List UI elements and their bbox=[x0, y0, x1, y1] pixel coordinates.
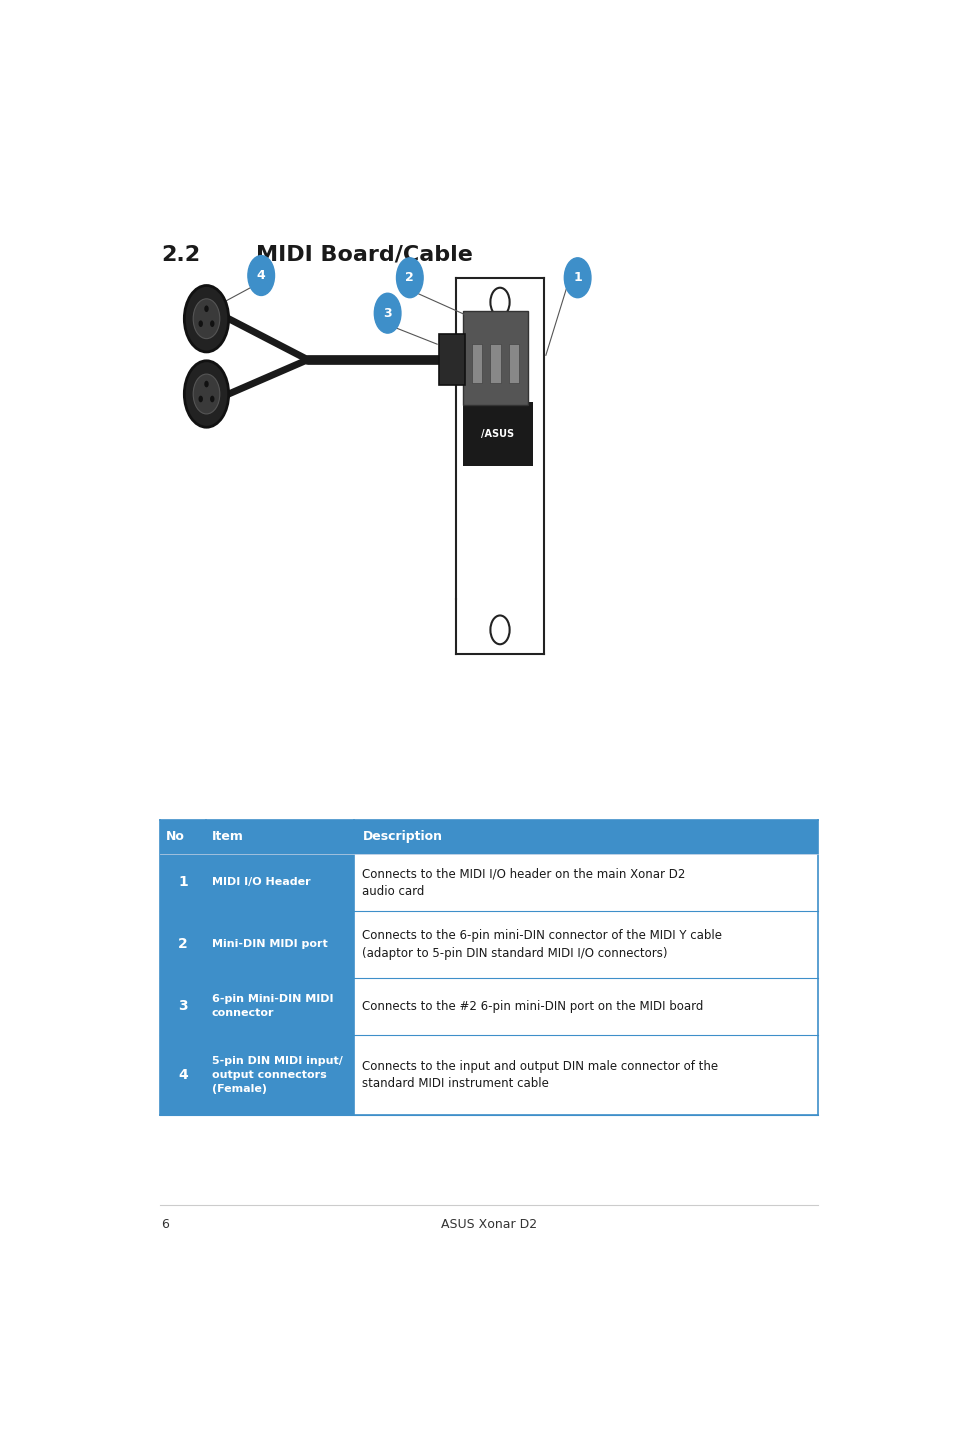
Text: 3: 3 bbox=[178, 999, 188, 1014]
Text: 2: 2 bbox=[405, 272, 414, 285]
Circle shape bbox=[193, 299, 219, 338]
Text: 4: 4 bbox=[256, 269, 265, 282]
Bar bbox=[472, 344, 482, 383]
Text: 5-pin DIN MIDI input/
output connectors
(Female): 5-pin DIN MIDI input/ output connectors … bbox=[212, 1055, 342, 1094]
Text: 2: 2 bbox=[178, 938, 188, 952]
FancyBboxPatch shape bbox=[206, 1035, 354, 1114]
Text: Item: Item bbox=[212, 830, 243, 844]
Text: 2.2: 2.2 bbox=[161, 244, 200, 265]
Circle shape bbox=[564, 257, 590, 298]
Text: 1: 1 bbox=[573, 272, 581, 285]
Circle shape bbox=[204, 381, 209, 387]
Circle shape bbox=[184, 361, 229, 427]
Circle shape bbox=[374, 293, 400, 334]
Text: Connects to the 6-pin mini-DIN connector of the MIDI Y cable
(adaptor to 5-pin D: Connects to the 6-pin mini-DIN connector… bbox=[362, 929, 721, 959]
Circle shape bbox=[210, 321, 214, 326]
Circle shape bbox=[184, 286, 229, 352]
Circle shape bbox=[193, 374, 219, 414]
FancyBboxPatch shape bbox=[206, 978, 354, 1035]
FancyBboxPatch shape bbox=[462, 401, 533, 466]
Bar bbox=[508, 344, 518, 383]
FancyBboxPatch shape bbox=[206, 854, 354, 912]
Text: 4: 4 bbox=[178, 1068, 188, 1081]
Text: Connects to the #2 6-pin mini-DIN port on the MIDI board: Connects to the #2 6-pin mini-DIN port o… bbox=[362, 999, 703, 1012]
FancyBboxPatch shape bbox=[160, 912, 206, 978]
Text: /ASUS: /ASUS bbox=[480, 429, 514, 439]
Text: Connects to the MIDI I/O header on the main Xonar D2
audio card: Connects to the MIDI I/O header on the m… bbox=[362, 867, 685, 897]
Circle shape bbox=[198, 395, 203, 403]
FancyBboxPatch shape bbox=[160, 912, 817, 978]
Text: Mini-DIN MIDI port: Mini-DIN MIDI port bbox=[212, 939, 327, 949]
Text: 1: 1 bbox=[178, 876, 188, 889]
FancyBboxPatch shape bbox=[206, 912, 354, 978]
FancyBboxPatch shape bbox=[160, 1035, 206, 1114]
Text: Connects to the input and output DIN male connector of the
standard MIDI instrum: Connects to the input and output DIN mal… bbox=[362, 1060, 718, 1090]
Text: ASUS Xonar D2: ASUS Xonar D2 bbox=[440, 1218, 537, 1231]
Circle shape bbox=[210, 395, 214, 403]
Text: 3: 3 bbox=[383, 306, 392, 319]
Text: MIDI Board/Cable: MIDI Board/Cable bbox=[255, 244, 473, 265]
FancyBboxPatch shape bbox=[160, 978, 206, 1035]
Text: MIDI I/O Header: MIDI I/O Header bbox=[212, 877, 310, 887]
Text: 6-pin Mini-DIN MIDI
connector: 6-pin Mini-DIN MIDI connector bbox=[212, 994, 333, 1018]
FancyBboxPatch shape bbox=[160, 854, 206, 912]
Text: No: No bbox=[166, 830, 185, 844]
Bar bbox=[490, 344, 500, 383]
Text: Description: Description bbox=[362, 830, 442, 844]
FancyBboxPatch shape bbox=[160, 1035, 817, 1114]
FancyBboxPatch shape bbox=[160, 978, 817, 1035]
Circle shape bbox=[204, 305, 209, 312]
Circle shape bbox=[248, 256, 274, 295]
Text: 6: 6 bbox=[161, 1218, 169, 1231]
FancyBboxPatch shape bbox=[439, 334, 464, 385]
FancyBboxPatch shape bbox=[462, 311, 528, 406]
Circle shape bbox=[198, 321, 203, 326]
Circle shape bbox=[396, 257, 423, 298]
FancyBboxPatch shape bbox=[160, 854, 817, 912]
FancyBboxPatch shape bbox=[160, 820, 817, 854]
